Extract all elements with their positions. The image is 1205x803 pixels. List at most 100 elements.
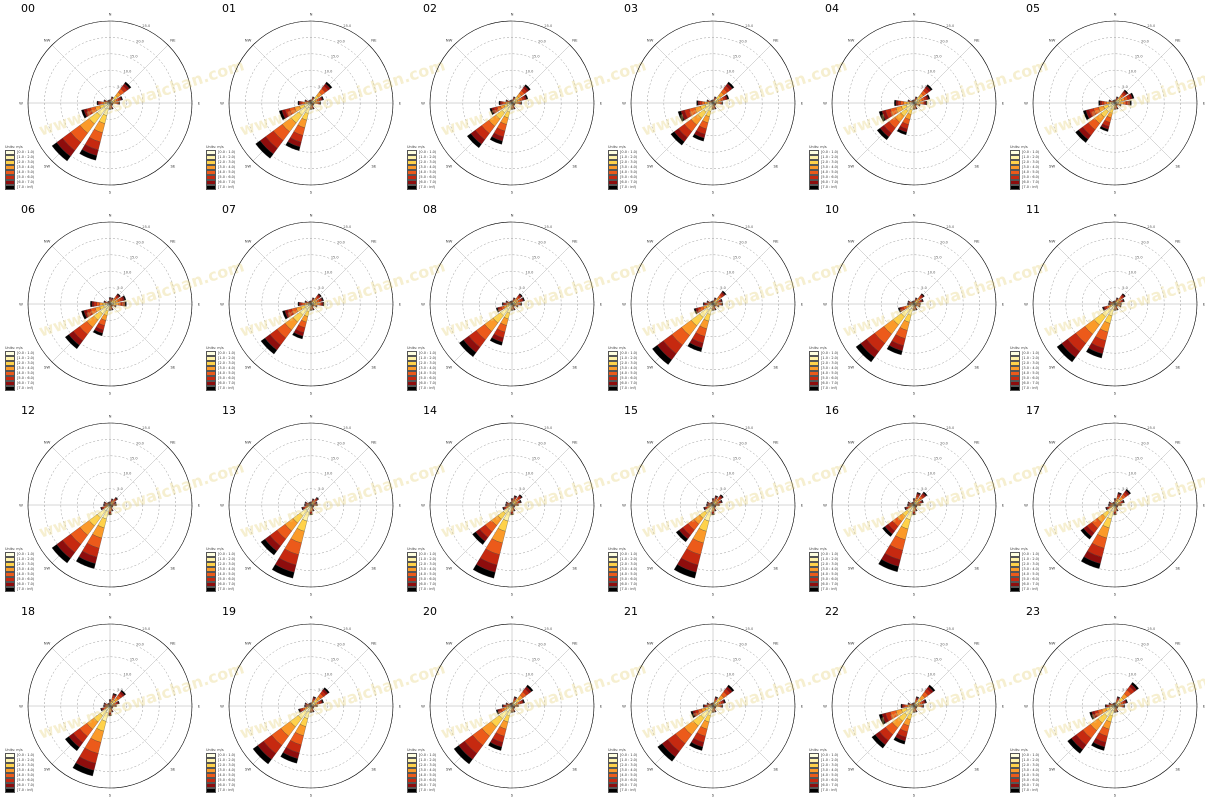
ring-label: 5.0 xyxy=(318,487,324,491)
legend-label: Units: m/s xyxy=(407,145,425,149)
petal-segment xyxy=(504,705,505,707)
ring-label: 10.0 xyxy=(526,70,534,74)
petal-segment xyxy=(508,303,509,304)
legend-label: Units: m/s xyxy=(809,547,827,551)
legend-label: Units: m/s xyxy=(608,748,626,752)
legend-swatch xyxy=(5,587,15,592)
petal-segment xyxy=(514,102,515,103)
ring-label: 10.0 xyxy=(1129,70,1137,74)
legend-label: [7.0 : inf) xyxy=(620,587,636,592)
petal-segment xyxy=(1119,705,1121,707)
petal-segment xyxy=(915,304,916,305)
legend-label: [7.0 : inf) xyxy=(620,788,636,793)
ring-label: 20.0 xyxy=(739,39,747,43)
petal-segment xyxy=(109,512,111,513)
petal-segment xyxy=(1108,504,1109,506)
legend-label: [7.0 : inf) xyxy=(620,185,636,190)
direction-label: SE xyxy=(1176,565,1181,570)
petal-segment xyxy=(511,310,513,311)
petal-segment xyxy=(304,705,305,707)
legend-label: [7.0 : inf) xyxy=(1022,587,1038,592)
petal-segment xyxy=(304,504,305,506)
ring-label: 25.0 xyxy=(343,225,351,229)
petal-segment xyxy=(511,501,512,502)
direction-label: NW xyxy=(647,440,654,445)
petal-segment xyxy=(913,501,914,502)
legend-label: [7.0 : inf) xyxy=(218,386,234,391)
direction-label: S xyxy=(109,592,112,597)
petal-segment xyxy=(1115,503,1116,504)
direction-label: W xyxy=(1024,101,1028,106)
ring-label: 15.0 xyxy=(130,256,138,260)
ring-label: 10.0 xyxy=(1129,472,1137,476)
petal-segment xyxy=(112,102,113,103)
petal-segment xyxy=(1116,505,1117,506)
direction-label: SE xyxy=(573,766,578,771)
petal-segment xyxy=(1114,106,1115,107)
direction-label: N xyxy=(310,414,313,419)
petal-segment xyxy=(913,106,914,107)
direction-label: W xyxy=(622,101,626,106)
petal-segment xyxy=(714,505,715,506)
petal-segment xyxy=(310,507,311,508)
petal-segment xyxy=(109,715,112,716)
direction-label: S xyxy=(511,592,514,597)
petal-segment xyxy=(916,705,917,706)
petal-segment xyxy=(913,507,914,508)
petal-segment xyxy=(519,102,520,104)
petal-segment xyxy=(1114,514,1117,515)
petal-segment xyxy=(110,704,111,705)
ring-label: 25.0 xyxy=(544,225,552,229)
direction-label: NE xyxy=(1175,641,1181,646)
petal-segment xyxy=(107,504,108,505)
direction-label: NW xyxy=(446,239,453,244)
petal-segment xyxy=(315,102,317,104)
direction-label: W xyxy=(19,503,23,508)
petal-segment xyxy=(511,307,512,308)
ring-label: 25.0 xyxy=(142,24,150,28)
legend-entry: [7.0 : inf) xyxy=(5,386,49,391)
ring-label: 20.0 xyxy=(538,642,546,646)
direction-label: N xyxy=(913,12,916,17)
petal-segment xyxy=(1104,101,1107,104)
direction-label: W xyxy=(19,302,23,307)
petal-segment xyxy=(698,101,700,105)
direction-label: SE xyxy=(171,766,176,771)
direction-label: NE xyxy=(371,440,377,445)
petal-segment xyxy=(313,102,314,103)
legend-entry: [7.0 : inf) xyxy=(608,587,652,592)
ring-label: 10.0 xyxy=(1129,271,1137,275)
direction-label: NE xyxy=(572,239,578,244)
direction-label: N xyxy=(310,615,313,620)
petal-segment xyxy=(114,303,116,305)
ring-label: 5.0 xyxy=(921,286,927,290)
petal-segment xyxy=(323,302,324,306)
ring-label: 25.0 xyxy=(142,225,150,229)
petal-segment xyxy=(702,101,705,104)
direction-label: S xyxy=(712,592,715,597)
petal-segment xyxy=(99,101,101,104)
legend-entry: [7.0 : inf) xyxy=(809,386,853,391)
ring-label: 15.0 xyxy=(733,55,741,59)
petal-segment xyxy=(923,705,924,708)
petal-segment xyxy=(505,705,507,707)
direction-label: S xyxy=(1114,391,1117,396)
legend-swatch xyxy=(1010,587,1020,592)
petal-segment xyxy=(911,303,912,304)
ring-label: 20.0 xyxy=(136,642,144,646)
petal-segment xyxy=(909,705,911,706)
petal-segment xyxy=(98,101,99,105)
petal-segment xyxy=(709,303,710,304)
petal-segment xyxy=(712,310,714,311)
petal-segment xyxy=(505,504,506,506)
legend-label: Units: m/s xyxy=(1010,547,1028,551)
petal-segment xyxy=(913,105,914,106)
petal-segment xyxy=(1114,109,1116,110)
ring-label: 15.0 xyxy=(934,55,942,59)
petal-segment xyxy=(109,711,111,713)
direction-label: SE xyxy=(1176,163,1181,168)
